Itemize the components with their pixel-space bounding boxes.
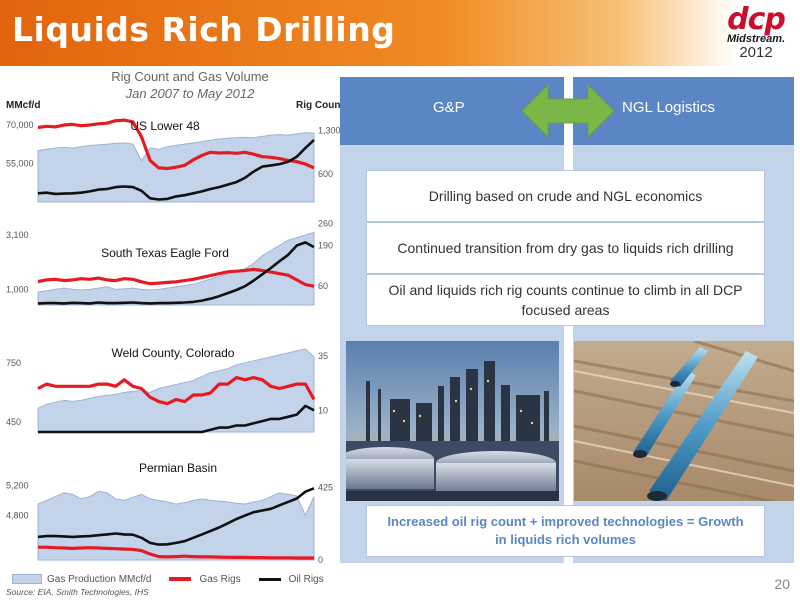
charts-title: Rig Count and Gas Volume: [111, 69, 269, 84]
charts-subtitle: Jan 2007 to May 2012: [125, 86, 255, 101]
left-tick-label: 55,000: [6, 158, 34, 168]
oil-rigs-line: [37, 241, 315, 305]
page-number: 20: [774, 576, 790, 592]
company-logo: dcp Midstream. 2012: [720, 2, 792, 61]
page-title: Liquids Rich Drilling: [12, 10, 396, 49]
right-tick-label: 60: [318, 281, 328, 291]
legend-area-swatch: [12, 574, 42, 584]
panel-title: Permian Basin: [139, 461, 217, 475]
double-arrow-icon: [521, 83, 615, 139]
conclusion-box: Increased oil rig count + improved techn…: [366, 505, 765, 557]
right-tick-label: 0: [318, 555, 323, 565]
left-tick-label: 450: [6, 417, 21, 427]
processing-plant-photo: [346, 341, 559, 501]
right-tick-label: 260: [318, 219, 333, 229]
panel-title: US Lower 48: [130, 119, 200, 133]
left-tick-label: 1,000: [6, 284, 29, 294]
right-tick-label: 10: [318, 405, 328, 415]
right-tick-label: 1,300: [318, 126, 340, 136]
left-tick-label: 4,800: [6, 510, 29, 520]
right-axis-label: Rig Count: [296, 100, 344, 111]
gas-production-area: [37, 348, 315, 433]
right-panel: G&P NGL Logistics Drilling based on crud…: [340, 77, 794, 563]
gas-rigs-line: [38, 545, 314, 560]
left-tick-label: 750: [6, 358, 21, 368]
right-tick-label: 190: [318, 240, 333, 250]
bullet-2: Continued transition from dry gas to liq…: [366, 222, 765, 274]
ngl-label: NGL Logistics: [622, 99, 715, 116]
header-banner: Liquids Rich Drilling dcp Midstream. 201…: [0, 0, 800, 66]
left-tick-label: 70,000: [6, 120, 34, 130]
gas-production-area: [37, 231, 315, 306]
right-tick-label: 35: [318, 351, 328, 361]
legend-gas-label: Gas Rigs: [199, 573, 241, 585]
gp-label: G&P: [433, 99, 465, 116]
legend-area-label: Gas Production MMcf/d: [47, 573, 152, 585]
left-tick-label: 5,200: [6, 480, 29, 490]
oil-rigs-line: [37, 138, 315, 201]
legend-oil-label: Oil Rigs: [288, 573, 324, 585]
legend-oil-swatch: [258, 577, 281, 581]
right-tick-label: 425: [318, 482, 333, 492]
panel-title: Weld County, Colorado: [112, 346, 235, 360]
gas-production-area: [37, 490, 315, 561]
right-tick-label: 600: [318, 169, 333, 179]
source-note: Source: EIA, Smith Technologies, IHS: [6, 587, 149, 597]
logo-year: 2012: [739, 44, 773, 61]
chart-legend: Gas Production MMcf/d Gas Rigs Oil Rigs: [12, 572, 324, 586]
oil-rigs-line: [38, 404, 315, 434]
panel-title: South Texas Eagle Ford: [101, 246, 229, 260]
oil-rigs-line: [37, 487, 315, 546]
left-axis-label: MMcf/d: [6, 100, 41, 111]
left-tick-label: 3,100: [6, 230, 29, 240]
bullet-3: Oil and liquids rich rig counts continue…: [366, 274, 765, 326]
gas-rigs-line: [37, 118, 315, 171]
gas-rigs-line: [37, 376, 316, 406]
logo-mark: dcp: [727, 2, 786, 37]
legend-gas-swatch: [169, 577, 192, 581]
pipeline-photo: [574, 341, 794, 501]
bullet-1: Drilling based on crude and NGL economic…: [366, 170, 765, 222]
logo-subtitle: Midstream.: [726, 33, 786, 45]
